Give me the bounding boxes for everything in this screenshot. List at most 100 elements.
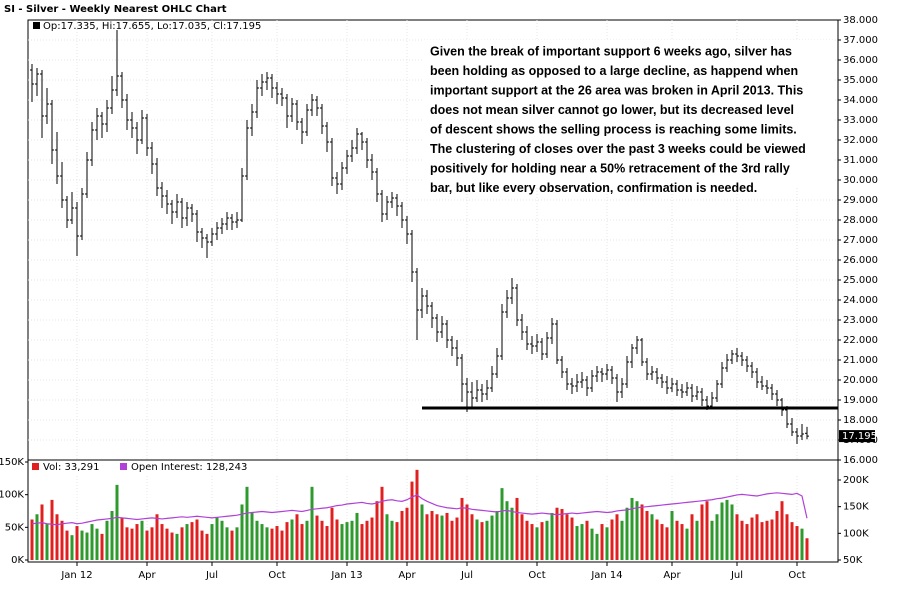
- volume-bar: [40, 504, 44, 560]
- ohlc-bar: [135, 122, 139, 154]
- volume-bar: [465, 504, 469, 560]
- volume-bar: [440, 515, 444, 560]
- ohlc-bar: [245, 120, 249, 180]
- volume-bar: [795, 526, 799, 560]
- ohlc-bar: [590, 370, 594, 392]
- x-tick-label: Jul: [205, 570, 218, 581]
- ohlc-bar: [785, 406, 789, 428]
- volume-bar: [95, 528, 99, 560]
- oi-tick-label: 200K: [843, 475, 869, 486]
- price-legend-swatch: [33, 22, 40, 29]
- ohlc-bar: [155, 158, 159, 196]
- ohlc-bar: [800, 424, 804, 440]
- ohlc-bar: [240, 168, 244, 222]
- volume-bar: [770, 519, 774, 560]
- ohlc-bar: [115, 30, 119, 96]
- volume-bar: [250, 512, 254, 560]
- ohlc-bar: [750, 362, 754, 378]
- volume-bar: [455, 517, 459, 560]
- volume-bar: [140, 520, 144, 560]
- volume-bar: [200, 530, 204, 560]
- volume-bar: [570, 517, 574, 560]
- ohlc-bar: [160, 182, 164, 208]
- volume-bar: [315, 515, 319, 560]
- ohlc-bar: [740, 352, 744, 366]
- x-tick-label: Oct: [788, 570, 805, 581]
- volume-bar: [235, 527, 239, 560]
- volume-bar: [65, 530, 69, 560]
- volume-bar: [545, 520, 549, 560]
- ohlc-bar: [420, 288, 424, 318]
- oi-tick-label: 50K: [843, 555, 863, 566]
- annotation-line: Given the break of important support 6 w…: [430, 44, 792, 58]
- ohlc-bar: [775, 390, 779, 406]
- ohlc-bar: [535, 334, 539, 352]
- ohlc-bar: [325, 122, 329, 152]
- ohlc-bar: [390, 192, 394, 208]
- oi-legend-text: Open Interest: 128,243: [131, 462, 247, 473]
- annotation: Given the break of important support 6 w…: [424, 40, 834, 195]
- volume-bar: [605, 527, 609, 560]
- ohlc-bar: [310, 94, 314, 116]
- ohlc-bar: [790, 418, 794, 436]
- volume-bar: [205, 533, 209, 560]
- ohlc-bar: [395, 194, 399, 216]
- ohlc-bar: [760, 376, 764, 390]
- volume-bar: [680, 524, 684, 560]
- ohlc-bar: [280, 88, 284, 106]
- ohlc-bar: [580, 372, 584, 388]
- ohlc-bar: [640, 338, 644, 366]
- ohlc-bar: [220, 218, 224, 234]
- ohlc-bar: [450, 336, 454, 356]
- volume-bar: [805, 538, 809, 560]
- volume-bar: [115, 484, 119, 560]
- volume-bar: [60, 520, 64, 560]
- ohlc-bar: [60, 162, 64, 208]
- volume-bar: [150, 527, 154, 560]
- ohlc-bar: [520, 314, 524, 340]
- volume-bar: [45, 524, 49, 560]
- volume-bar: [185, 524, 189, 560]
- ohlc-bar: [745, 356, 749, 372]
- ohlc-bar: [335, 172, 339, 194]
- ohlc-bar: [700, 388, 704, 406]
- ohlc-bar: [300, 118, 304, 144]
- volume-bar: [665, 527, 669, 560]
- ohlc-bar: [175, 194, 179, 218]
- volume-bar: [370, 517, 374, 560]
- ohlc-bar: [180, 198, 184, 228]
- ohlc-bar: [720, 362, 724, 388]
- volume-bar: [745, 524, 749, 560]
- ohlc-bar: [795, 428, 799, 444]
- volume-bar: [50, 499, 54, 560]
- ohlc-bar: [35, 68, 39, 96]
- price-legend: Op:17.335, Hi:17.655, Lo:17.035, Cl:17.1…: [43, 21, 261, 32]
- ohlc-bar: [515, 284, 519, 326]
- volume-bar: [775, 511, 779, 560]
- volume-bar: [355, 512, 359, 560]
- volume-bar: [85, 532, 89, 560]
- ohlc-bar: [235, 212, 239, 228]
- y-tick-label: 21.000: [843, 355, 878, 366]
- volume-bar: [595, 533, 599, 560]
- volume-bar: [375, 501, 379, 560]
- volume-bar: [535, 527, 539, 560]
- volume-bar: [265, 527, 269, 560]
- y-tick-label: 37.000: [843, 35, 878, 46]
- annotation-background: [424, 40, 834, 186]
- volume-bar: [565, 514, 569, 560]
- y-tick-label: 35.000: [843, 75, 878, 86]
- ohlc-bar: [495, 348, 499, 378]
- volume-bar: [380, 486, 384, 560]
- annotation-line: of descent shows the selling process is …: [430, 122, 797, 136]
- volume-bar: [785, 514, 789, 560]
- volume-bar: [320, 520, 324, 560]
- volume-bar: [655, 519, 659, 560]
- ohlc-bar: [410, 230, 414, 282]
- ohlc-bar: [545, 332, 549, 358]
- ohlc-bar: [100, 112, 104, 138]
- ohlc-bar: [400, 202, 404, 228]
- ohlc-bar: [70, 192, 74, 224]
- ohlc-bar: [375, 168, 379, 202]
